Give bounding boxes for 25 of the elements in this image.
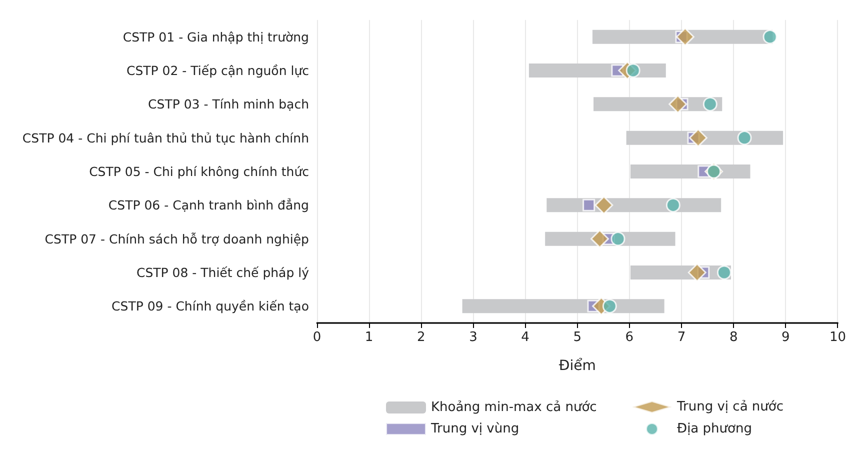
legend-label: Trung vị cả nước	[676, 400, 784, 414]
x-tick-label: 1	[364, 330, 374, 345]
x-tick-label: 7	[677, 330, 686, 345]
x-tick-label: 9	[782, 330, 790, 345]
y-tick-label: CSTP 01 - Gia nhập thị trường	[122, 29, 309, 44]
y-tick-label: CSTP 07 - Chính sách hỗ trợ doanh nghiệp	[44, 231, 310, 246]
y-tick-label: CSTP 09 - Chính quyền kiến tạo	[112, 298, 309, 314]
y-tick-label: CSTP 06 - Cạnh tranh bình đẳng	[108, 198, 309, 213]
x-tick-label: 5	[573, 330, 582, 345]
x-tick-label: 3	[469, 330, 478, 345]
y-tick-label: CSTP 08 - Thiết chế pháp lý	[136, 265, 310, 280]
y-tick-label: CSTP 02 - Tiếp cận nguồn lực	[126, 63, 310, 78]
x-tick-label: 10	[829, 330, 846, 345]
legend-label: Trung vị vùng	[430, 422, 520, 436]
y-tick-label: CSTP 03 - Tính minh bạch	[148, 96, 309, 112]
x-tick-label: 6	[625, 330, 634, 345]
legend-label: Địa phương	[677, 422, 752, 436]
x-tick-label: 8	[729, 330, 738, 345]
x-tick-label: 0	[312, 330, 322, 345]
y-tick-label: CSTP 05 - Chi phí không chính thức	[89, 164, 310, 179]
y-tick-label: CSTP 04 - Chi phí tuân thủ thủ tục hành chính	[22, 130, 309, 146]
legend-label: Khoảng min-max cả nước	[431, 400, 597, 415]
x-tick-label: 2	[417, 330, 426, 345]
x-axis-title: Điểm	[558, 357, 596, 374]
x-tick-label: 4	[521, 330, 530, 345]
